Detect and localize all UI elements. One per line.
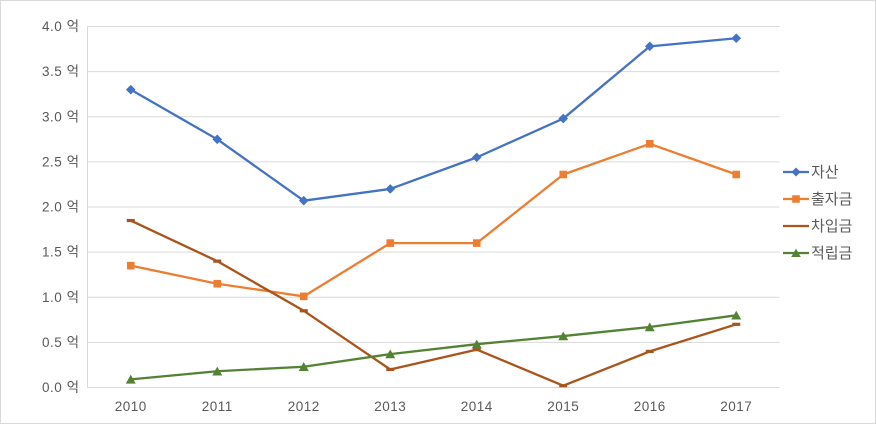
marker-출자금-2010 bbox=[126, 261, 135, 270]
marker-적립금-2011 bbox=[212, 366, 223, 376]
legend-item-자산: 자산 bbox=[783, 158, 852, 185]
marker-적립금-2012 bbox=[298, 362, 309, 371]
legend-item-차입금: 차입금 bbox=[783, 212, 852, 239]
x-tick-label: 2015 bbox=[547, 399, 579, 414]
legend-marker-dash-icon bbox=[783, 224, 809, 227]
y-tick-label: 1.5 억 bbox=[42, 245, 79, 260]
marker-적립금-2017 bbox=[731, 310, 742, 320]
y-tick-label: 2.5 억 bbox=[42, 154, 79, 169]
marker-차입금-2014 bbox=[472, 347, 481, 352]
series-line-출자금 bbox=[129, 142, 738, 298]
marker-자산-2012 bbox=[298, 195, 309, 206]
marker-출자금-2014 bbox=[472, 239, 481, 247]
marker-출자금-2016 bbox=[645, 140, 654, 148]
x-tick-label: 2013 bbox=[374, 399, 406, 414]
marker-차입금-2010 bbox=[126, 218, 135, 223]
marker-적립금-2014 bbox=[471, 339, 482, 349]
marker-차입금-2017 bbox=[732, 322, 741, 326]
marker-차입금-2012 bbox=[299, 309, 308, 313]
marker-차입금-2016 bbox=[645, 349, 654, 353]
y-tick-label: 1.0 억 bbox=[42, 290, 79, 305]
marker-차입금-2015 bbox=[559, 384, 568, 388]
marker-출자금-2013 bbox=[386, 239, 395, 247]
x-tick-label: 2012 bbox=[288, 399, 320, 414]
y-tick-label: 0.5 억 bbox=[42, 335, 79, 350]
legend-item-적립금: 적립금 bbox=[783, 239, 852, 266]
y-tick-label: 2.0 억 bbox=[42, 200, 79, 215]
x-tick-label: 2016 bbox=[634, 399, 666, 414]
legend-label: 적립금 bbox=[811, 245, 853, 262]
legend-marker-diamond-icon bbox=[783, 167, 809, 176]
marker-자산-2016 bbox=[644, 41, 655, 52]
marker-자산-2014 bbox=[471, 152, 482, 163]
marker-차입금-2013 bbox=[386, 367, 395, 372]
legend-item-출자금: 출자금 bbox=[783, 185, 852, 212]
marker-적립금-2016 bbox=[644, 322, 655, 332]
marker-적립금-2015 bbox=[558, 331, 569, 341]
x-tick-label: 2010 bbox=[115, 399, 147, 414]
y-tick-label: 3.0 억 bbox=[42, 109, 79, 124]
marker-자산-2011 bbox=[212, 134, 223, 145]
marker-출자금-2012 bbox=[299, 292, 308, 301]
x-tick-label: 2017 bbox=[720, 399, 752, 414]
legend-marker-square-icon bbox=[783, 194, 809, 203]
marker-자산-2010 bbox=[125, 84, 136, 95]
x-tick-label: 2011 bbox=[202, 399, 233, 414]
marker-차입금-2011 bbox=[213, 259, 222, 263]
series-line-자산 bbox=[129, 37, 738, 202]
legend-marker-triangle-icon bbox=[783, 248, 809, 257]
series-line-적립금 bbox=[129, 314, 738, 381]
marker-출자금-2015 bbox=[559, 170, 568, 179]
marker-적립금-2010 bbox=[125, 374, 136, 384]
y-tick-label: 4.0 억 bbox=[42, 19, 79, 34]
y-tick-label: 3.5 억 bbox=[42, 64, 79, 79]
marker-자산-2017 bbox=[731, 33, 742, 44]
marker-자산-2015 bbox=[558, 113, 569, 124]
marker-적립금-2013 bbox=[385, 349, 396, 359]
legend-label: 차입금 bbox=[811, 218, 853, 235]
marker-출자금-2017 bbox=[732, 170, 741, 179]
marker-출자금-2011 bbox=[213, 279, 222, 288]
marker-자산-2013 bbox=[385, 184, 396, 194]
legend-label: 출자금 bbox=[811, 191, 853, 208]
legend-label: 자산 bbox=[811, 164, 839, 181]
y-tick-label: 0.0 억 bbox=[42, 380, 79, 395]
series-line-차입금 bbox=[129, 219, 738, 387]
x-tick-label: 2014 bbox=[461, 399, 493, 414]
